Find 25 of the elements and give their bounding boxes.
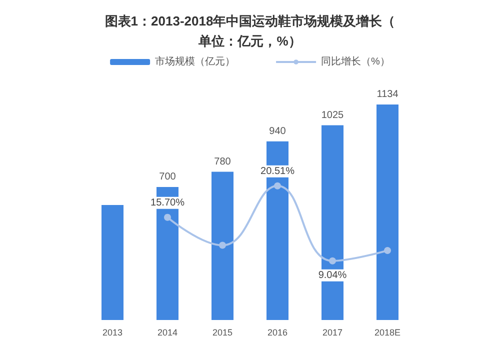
point (274, 182, 281, 190)
legend-label: 同比增长（%） (321, 56, 390, 68)
x-tick-label: 2017 (322, 328, 343, 338)
data-label: 9.04% (318, 270, 347, 281)
data-label: 940 (269, 126, 286, 137)
point (329, 257, 336, 264)
bar (102, 205, 124, 320)
x-tick-label: 2014 (157, 328, 178, 338)
x-tick-label: 2018E (374, 328, 401, 338)
point (384, 246, 391, 254)
x-tick-label: 2015 (212, 328, 233, 338)
data-label: 1025 (321, 110, 344, 121)
legend-label: 市场规模（亿元） (155, 56, 236, 68)
chart-title: 图表1：2013-2018年中国运动鞋市场规模及增长（单位：亿元，%） (104, 14, 396, 48)
x-tick-label: 2016 (267, 328, 288, 338)
point (219, 242, 226, 249)
data-label: 700 (159, 172, 176, 182)
data-label: 20.51% (260, 166, 295, 177)
data-label: 780 (214, 156, 232, 168)
data-label: 1134 (376, 89, 399, 100)
point (164, 214, 171, 221)
data-label: 15.70% (150, 197, 185, 208)
bar (376, 104, 398, 320)
bar (212, 172, 234, 320)
x-tick-label: 2013 (102, 328, 123, 338)
